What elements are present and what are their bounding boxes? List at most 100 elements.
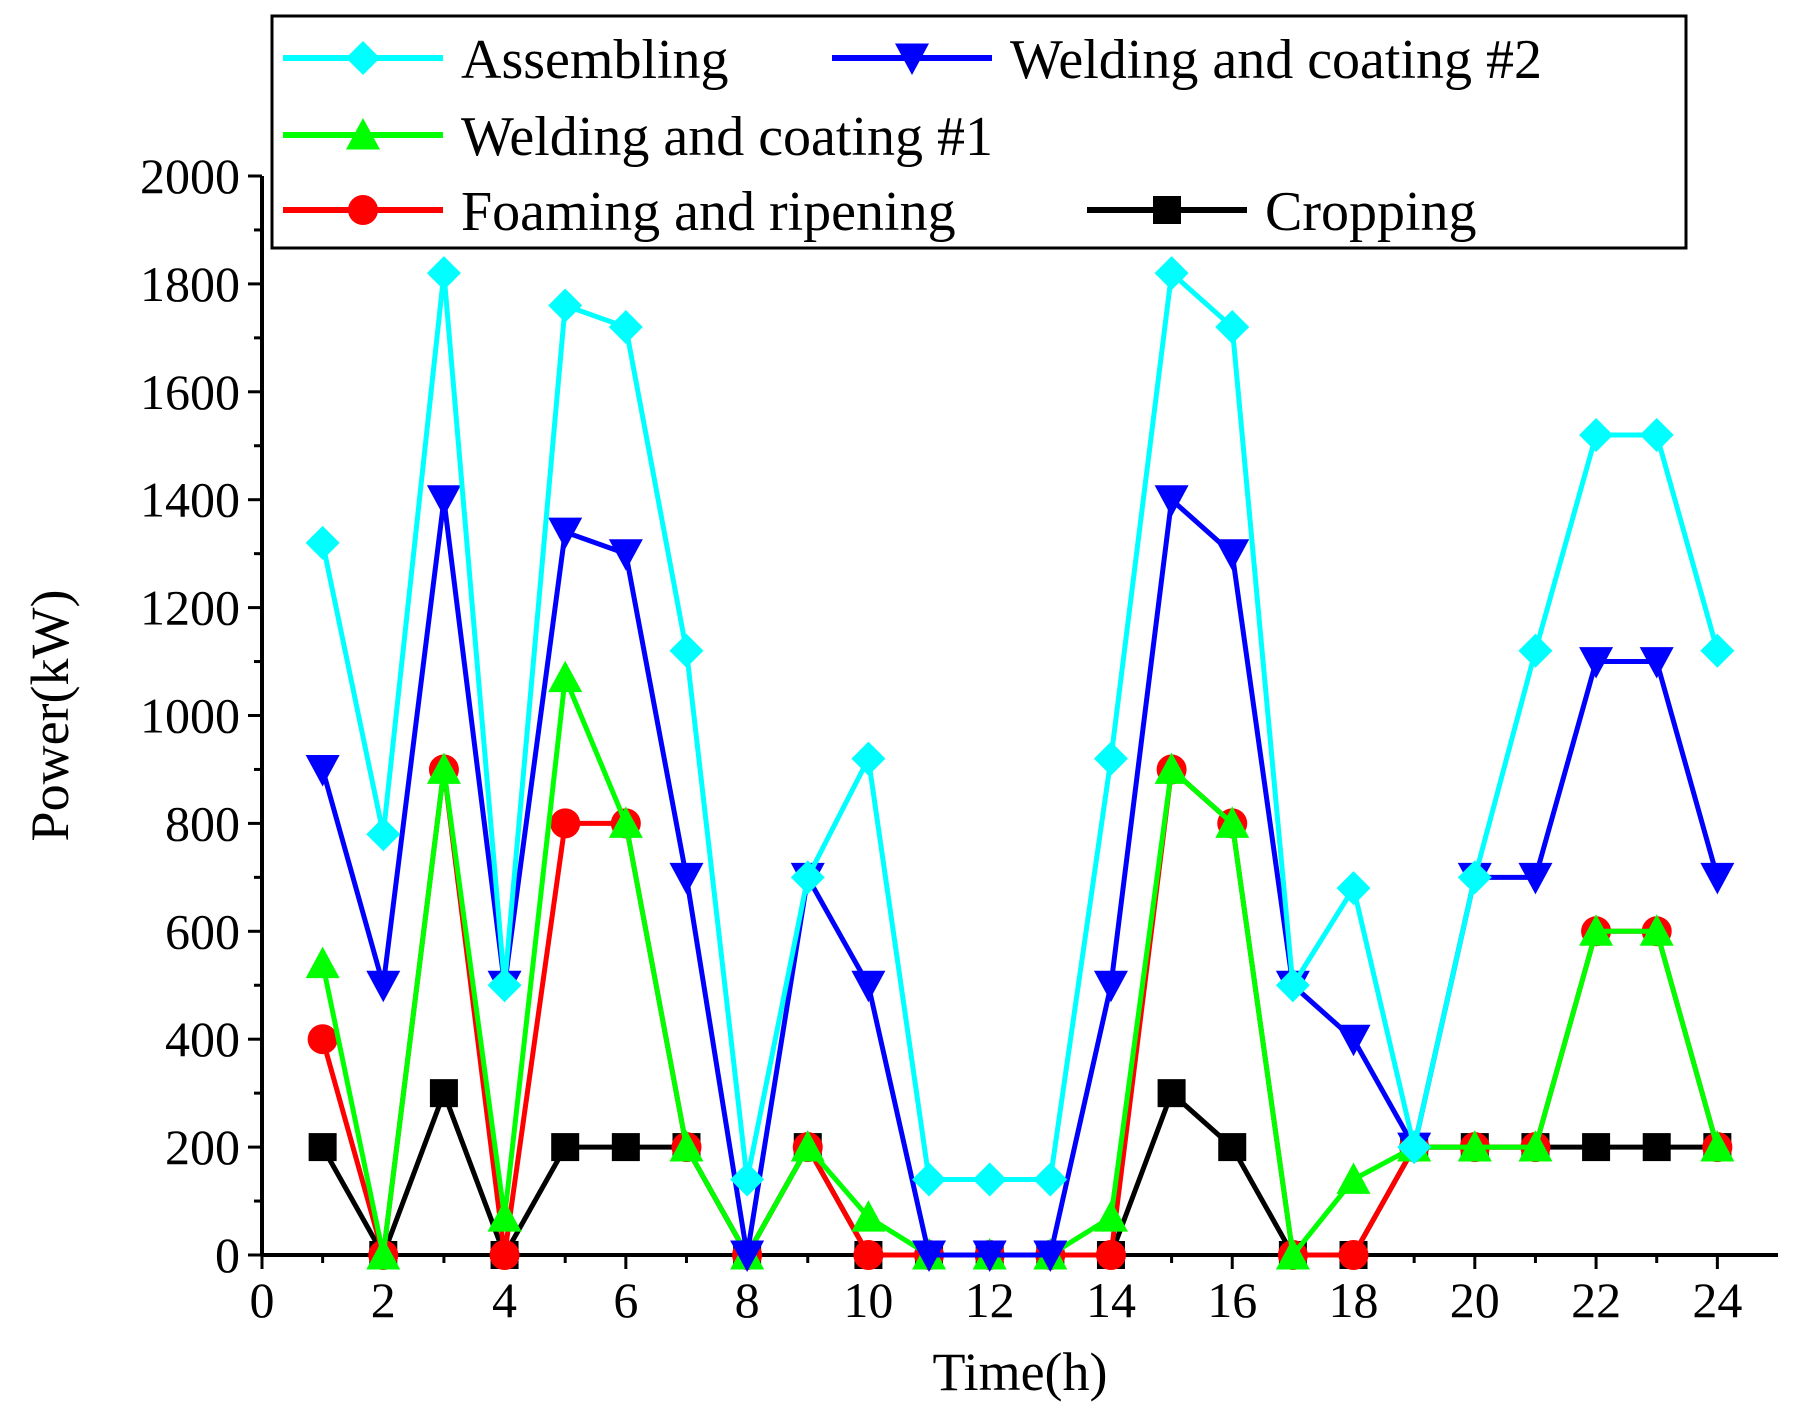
data-point-foaming-and-ripening: [307, 1024, 338, 1055]
data-point-welding-and-coating-1: [1639, 914, 1674, 946]
data-point-welding-and-coating-2: [1093, 970, 1128, 1003]
data-point-assembling: [608, 310, 643, 345]
x-tick-label: 4: [492, 1272, 517, 1328]
data-point-welding-and-coating-2: [912, 1240, 947, 1272]
data-point-assembling: [1579, 417, 1614, 452]
data-point-assembling: [1639, 417, 1674, 452]
data-point-assembling: [1093, 741, 1128, 776]
data-point-assembling: [1154, 256, 1189, 291]
series-cropping: [308, 1079, 1732, 1269]
legend-label: Foaming and ripening: [461, 181, 956, 243]
data-point-assembling: [1700, 633, 1735, 668]
data-point-assembling: [487, 968, 522, 1003]
data-point-welding-and-coating-1: [669, 1130, 704, 1162]
legend-label: Assembling: [461, 29, 729, 91]
data-point-assembling: [730, 1162, 765, 1197]
x-tick-label: 6: [613, 1272, 638, 1328]
x-tick-label: 16: [1207, 1272, 1257, 1328]
legend-item-foaming-and-ripening: Foaming and ripening: [283, 181, 956, 243]
data-point-cropping: [1218, 1133, 1247, 1162]
data-point-foaming-and-ripening: [853, 1240, 884, 1270]
data-point-assembling: [912, 1162, 947, 1197]
data-point-cropping: [1157, 1079, 1186, 1108]
data-point-welding-and-coating-1: [790, 1130, 825, 1162]
y-tick-label: 2000: [140, 148, 240, 204]
data-point-welding-and-coating-1: [1154, 752, 1189, 784]
x-axis-title: Time(h): [932, 1342, 1107, 1402]
data-point-foaming-and-ripening: [1338, 1240, 1369, 1270]
data-point-assembling: [669, 633, 704, 668]
data-point-welding-and-coating-1: [305, 946, 340, 979]
legend-marker: [348, 195, 378, 225]
data-point-welding-and-coating-2: [1518, 862, 1553, 895]
data-point-foaming-and-ripening: [489, 1240, 520, 1270]
data-point-welding-and-coating-2: [1336, 1024, 1371, 1057]
data-point-foaming-and-ripening: [1095, 1240, 1126, 1270]
x-tick-label: 14: [1086, 1272, 1136, 1328]
series-line-cropping: [320, 1090, 1718, 1258]
legend-item-welding-and-coating-2: Welding and coating #2: [832, 29, 1542, 91]
y-tick-label: 1600: [140, 364, 240, 420]
legend-marker: [895, 43, 929, 75]
legend-marker: [1153, 196, 1181, 224]
series-layer: [305, 256, 1735, 1272]
legend-label: Welding and coating #2: [1010, 29, 1542, 91]
data-point-welding-and-coating-1: [1457, 1130, 1492, 1162]
data-point-welding-and-coating-2: [1579, 647, 1614, 679]
data-point-welding-and-coating-2: [1639, 647, 1674, 679]
data-point-assembling: [790, 860, 825, 895]
legend-box: [270, 14, 1688, 250]
data-point-assembling: [1457, 860, 1492, 895]
data-point-welding-and-coating-1: [1093, 1200, 1128, 1232]
legend-item-cropping: Cropping: [1087, 181, 1477, 243]
data-point-welding-and-coating-1: [366, 1238, 401, 1270]
x-tick-label: 2: [371, 1272, 396, 1328]
series-line-foaming-and-ripening: [320, 766, 1720, 1258]
data-point-assembling: [1275, 968, 1310, 1003]
data-point-welding-and-coating-2: [305, 755, 340, 787]
data-point-welding-and-coating-1: [1336, 1162, 1371, 1194]
data-point-welding-and-coating-2: [548, 517, 583, 550]
series-line-assembling: [320, 270, 1720, 1182]
data-point-welding-and-coating-2: [608, 539, 643, 571]
data-point-welding-and-coating-2: [851, 970, 886, 1003]
data-point-assembling: [1397, 1130, 1432, 1165]
data-point-welding-and-coating-2: [366, 970, 401, 1003]
data-point-welding-and-coating-2: [1154, 485, 1189, 517]
data-point-foaming-and-ripening: [550, 808, 581, 839]
x-tick-label: 24: [1692, 1272, 1742, 1328]
data-point-welding-and-coating-2: [1215, 539, 1250, 571]
data-point-welding-and-coating-1: [851, 1200, 886, 1232]
x-tick-label: 0: [250, 1272, 275, 1328]
data-point-assembling: [1336, 871, 1371, 906]
legend: Assembling Welding and coating #2 Welding …: [270, 14, 1688, 250]
data-point-assembling: [426, 256, 461, 291]
data-point-welding-and-coating-2: [730, 1240, 765, 1272]
data-point-assembling: [1215, 310, 1250, 345]
x-tick-label: 20: [1450, 1272, 1500, 1328]
x-tick-label: 12: [965, 1272, 1015, 1328]
legend-label: Cropping: [1265, 181, 1477, 243]
series-foaming-and-ripening: [307, 754, 1733, 1270]
data-point-cropping: [1642, 1133, 1671, 1162]
legend-label: Welding and coating #1: [461, 106, 993, 168]
y-tick-label: 1800: [140, 256, 240, 312]
y-tick-label: 600: [165, 903, 240, 959]
y-axis-title: Power(kW): [20, 590, 80, 842]
y-tick-label: 200: [165, 1119, 240, 1175]
data-point-assembling: [972, 1162, 1007, 1197]
data-point-cropping: [1582, 1133, 1611, 1162]
data-point-cropping: [611, 1133, 640, 1162]
y-tick-label: 400: [165, 1011, 240, 1067]
x-tick-label: 22: [1571, 1272, 1621, 1328]
data-point-welding-and-coating-2: [1700, 862, 1735, 895]
data-point-welding-and-coating-1: [548, 660, 583, 693]
legend-item-welding-and-coating-1: Welding and coating #1: [283, 106, 993, 168]
data-point-welding-and-coating-1: [487, 1200, 522, 1232]
legend-marker: [346, 118, 380, 150]
series-line-welding-and-coating-2: [320, 497, 1720, 1258]
data-point-cropping: [308, 1133, 337, 1162]
legend-item-assembling: Assembling: [283, 29, 729, 91]
